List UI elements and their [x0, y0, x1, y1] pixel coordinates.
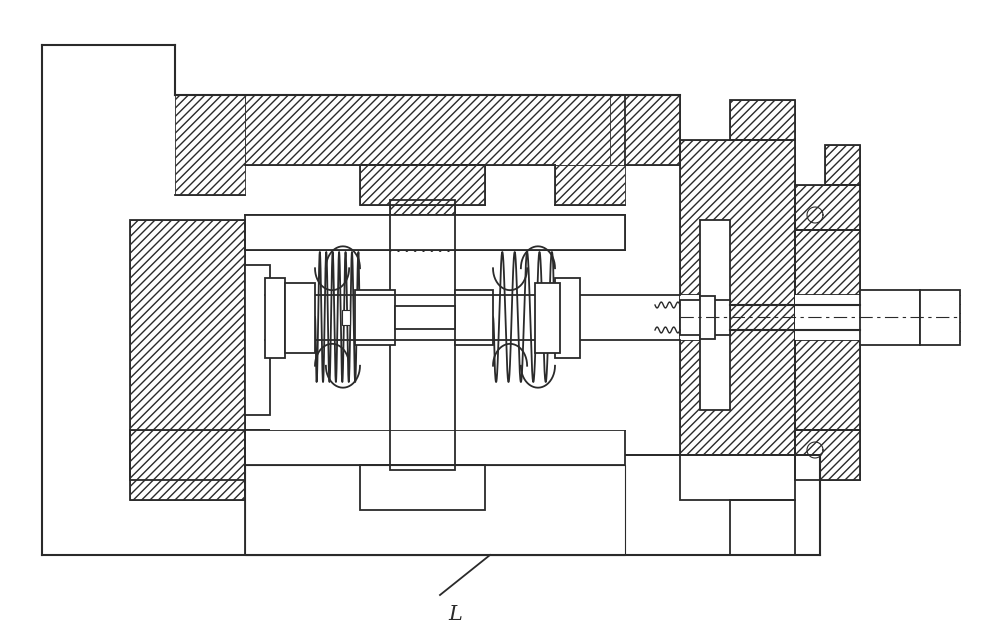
- Bar: [245, 215, 625, 250]
- Bar: [360, 465, 485, 510]
- Bar: [395, 306, 455, 329]
- Bar: [245, 455, 820, 555]
- Bar: [355, 290, 395, 345]
- Bar: [342, 310, 350, 325]
- Bar: [245, 465, 625, 555]
- Bar: [795, 230, 860, 430]
- Bar: [360, 165, 485, 205]
- Bar: [245, 265, 270, 415]
- Bar: [175, 95, 245, 195]
- Bar: [700, 296, 715, 339]
- Bar: [795, 185, 860, 230]
- Bar: [245, 430, 625, 465]
- Bar: [730, 500, 795, 555]
- Bar: [360, 465, 485, 510]
- Bar: [390, 200, 455, 470]
- Bar: [245, 215, 625, 250]
- Bar: [265, 278, 285, 358]
- Bar: [680, 300, 730, 335]
- Bar: [270, 252, 650, 430]
- Bar: [795, 295, 860, 340]
- Bar: [680, 140, 795, 500]
- Bar: [730, 100, 795, 140]
- Bar: [680, 140, 795, 500]
- Bar: [130, 220, 245, 480]
- Bar: [795, 430, 860, 480]
- Bar: [795, 230, 860, 430]
- Bar: [360, 165, 485, 205]
- Bar: [245, 95, 625, 165]
- Bar: [390, 295, 455, 340]
- Bar: [795, 185, 860, 230]
- Bar: [825, 145, 860, 185]
- Bar: [390, 200, 455, 470]
- Bar: [555, 165, 625, 205]
- Bar: [130, 430, 245, 500]
- Bar: [43, 46, 175, 94]
- Bar: [730, 100, 795, 140]
- Bar: [130, 430, 245, 500]
- Bar: [535, 283, 560, 353]
- Bar: [860, 290, 920, 345]
- Bar: [680, 295, 730, 340]
- Bar: [130, 220, 245, 480]
- Bar: [555, 278, 580, 358]
- Bar: [730, 500, 795, 555]
- Bar: [795, 430, 860, 480]
- Bar: [825, 145, 860, 185]
- Bar: [920, 290, 960, 345]
- Bar: [455, 290, 493, 345]
- Bar: [700, 220, 730, 410]
- Bar: [245, 465, 625, 555]
- Bar: [610, 95, 680, 165]
- Bar: [285, 283, 315, 353]
- Text: L: L: [448, 605, 462, 624]
